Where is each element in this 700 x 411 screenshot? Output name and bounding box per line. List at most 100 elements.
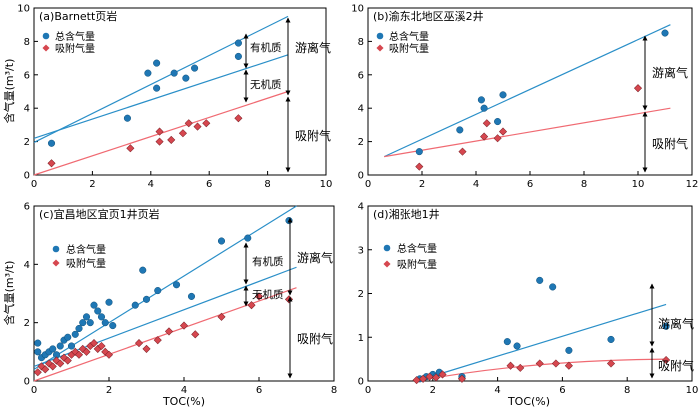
total-gas-point (79, 319, 87, 327)
total-gas-point (217, 237, 226, 245)
adsorbed-gas-point (167, 135, 176, 144)
legend-adsorbed-label: 吸附气量 (55, 42, 95, 55)
panel-c: (c)宜昌地区宜页1井页岩 含气量(m³/t) TOC(%) 0 2 4 6 8 0 2 4 6… (2, 202, 337, 409)
label-free-gas-d: 游离气 (658, 316, 694, 331)
y-tick-label: 4 (358, 104, 364, 115)
label-adsorbed-d: 吸附气 (658, 358, 694, 373)
x-tick-label: 10 (632, 179, 645, 190)
adsorbed-gas-point (202, 119, 211, 128)
legend-adsorbed-marker (42, 44, 50, 52)
panel-c-ylabel: 含气量(m³/t) (2, 261, 16, 326)
fit-line (416, 303, 667, 382)
label-free-gas-a: 游离气 (295, 40, 331, 55)
x-tick-label: 8 (581, 179, 587, 190)
panel-a-frame (33, 7, 327, 176)
total-gas-point (499, 91, 507, 99)
adsorbed-gas-point (425, 372, 434, 381)
label-inorganic-c: 无机质 (252, 288, 284, 301)
adsorbed-gas-point (134, 339, 144, 348)
adsorbed-gas-point (48, 362, 57, 371)
panel-b-title: (b)渝东北地区巫溪2井 (373, 9, 484, 23)
total-gas-point (49, 345, 57, 353)
legend-total-label: 总含气量 (397, 242, 437, 255)
adsorbed-gas-point (184, 119, 193, 128)
panel-a-title: (a)Barnett页岩 (39, 9, 117, 23)
adsorbed-gas-point (193, 122, 202, 131)
adsorbed-gas-point (155, 127, 164, 136)
y-tick-label: 6 (24, 70, 30, 81)
total-gas-point (34, 339, 42, 347)
adsorbed-gas-point (97, 341, 106, 351)
total-gas-point (131, 301, 139, 309)
adsorbed-gas-point (217, 312, 226, 321)
total-gas-point (142, 295, 151, 303)
panel-c-xlabel: TOC(%) (162, 395, 205, 408)
total-gas-point (105, 298, 113, 306)
panel-c-legend: 总含气量 吸附气量 (52, 243, 106, 270)
panel-a-annotations: 有机质 无机质 游离气 吸附气 (243, 17, 331, 173)
total-gas-point (123, 114, 131, 122)
total-gas-point (109, 322, 117, 330)
total-gas-point (285, 217, 293, 225)
total-gas-point (144, 69, 152, 77)
legend-total-label: 总含气量 (55, 30, 95, 43)
legend-adsorbed-label: 吸附气量 (397, 258, 437, 271)
adsorbed-gas-point (47, 159, 56, 168)
x-tick-label: 10 (320, 179, 333, 190)
total-gas-point (234, 39, 242, 47)
x-tick-label: 4 (181, 385, 187, 396)
total-gas-point (503, 338, 511, 346)
total-gas-point (244, 234, 252, 242)
panel-d-frame (367, 205, 693, 382)
adsorbed-gas-point (191, 330, 200, 339)
legend-total-marker (383, 244, 391, 252)
x-tick-label: 2 (419, 179, 425, 190)
x-tick-label: 8 (331, 385, 337, 396)
adsorbed-gas-point (551, 359, 560, 368)
x-tick-label: 2 (430, 385, 436, 396)
total-gas-point (34, 348, 42, 356)
y-tick-label: 2 (358, 289, 364, 300)
x-tick-label: 10 (686, 385, 699, 396)
adsorbed-gas-point (41, 365, 50, 374)
x-tick-label: 4 (494, 385, 500, 396)
total-gas-point (153, 84, 161, 92)
total-gas-point (97, 313, 106, 321)
adsorbed-gas-point (179, 321, 189, 330)
total-gas-point (477, 96, 485, 104)
label-adsorbed-c: 吸附气 (297, 331, 333, 346)
legend-adsorbed-marker (383, 260, 391, 268)
x-tick-label: 6 (256, 385, 262, 396)
y-tick-label: 1 (358, 333, 364, 344)
total-gas-point (47, 139, 56, 147)
fit-line (384, 107, 671, 158)
x-tick-label: 2 (89, 179, 95, 190)
adsorbed-gas-point (33, 368, 42, 377)
y-tick-label: 2 (358, 137, 364, 148)
total-gas-point (513, 342, 521, 350)
total-gas-point (565, 346, 573, 354)
total-gas-point (90, 301, 98, 309)
y-tick-label: 0 (358, 171, 364, 182)
total-gas-point (71, 330, 79, 338)
adsorbed-gas-point (482, 119, 491, 128)
total-gas-point (182, 74, 190, 82)
y-tick-label: 4 (24, 104, 30, 115)
x-tick-label: 0 (31, 385, 37, 396)
total-gas-point (56, 342, 64, 350)
total-gas-point (154, 287, 162, 295)
y-tick-label: 8 (24, 37, 30, 48)
legend-adsorbed-label: 吸附气量 (66, 257, 106, 270)
label-inorganic: 无机质 (250, 78, 282, 91)
total-gas-point (536, 276, 544, 284)
adsorbed-gas-point (89, 339, 99, 348)
label-adsorbed-b: 吸附气 (652, 136, 688, 151)
y-tick-label: 0 (24, 171, 30, 182)
total-gas-point (170, 69, 178, 77)
adsorbed-gas-point (234, 114, 243, 123)
adsorbed-gas-point (438, 370, 447, 379)
total-gas-point (94, 307, 102, 315)
total-gas-point (456, 126, 464, 134)
label-organic-c: 有机质 (252, 255, 284, 268)
adsorbed-gas-point (432, 373, 441, 382)
